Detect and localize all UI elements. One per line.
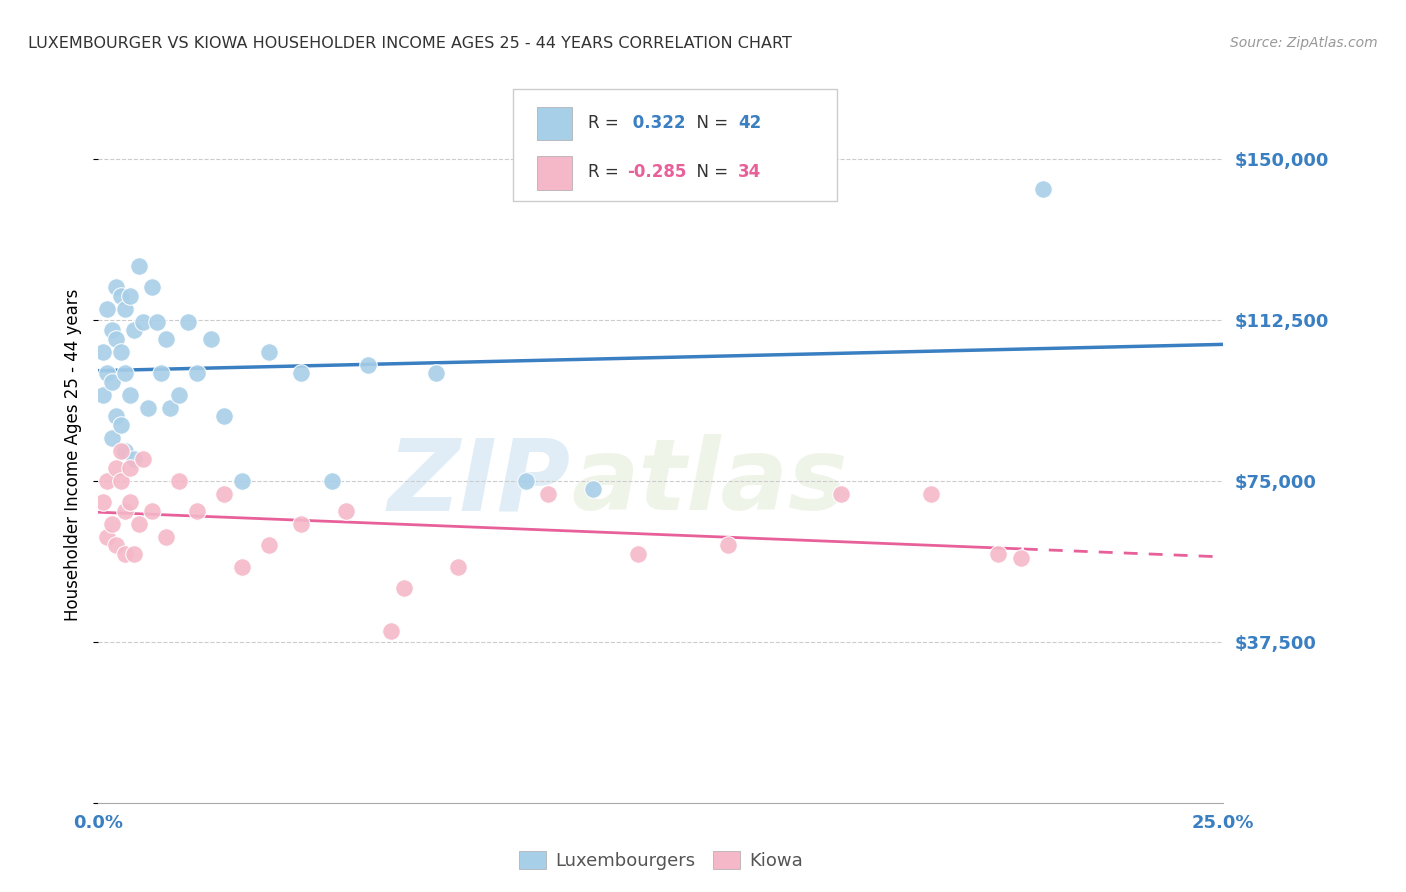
Point bbox=[110, 344, 132, 359]
Text: 42: 42 bbox=[738, 113, 762, 132]
Point bbox=[394, 581, 416, 595]
Point bbox=[920, 486, 942, 500]
Point bbox=[259, 538, 281, 552]
Point bbox=[141, 504, 163, 518]
Point bbox=[357, 358, 380, 372]
Point bbox=[537, 486, 560, 500]
Point bbox=[105, 332, 128, 346]
Point bbox=[124, 547, 146, 561]
Point bbox=[132, 452, 155, 467]
Point bbox=[290, 516, 312, 531]
Text: 0.322: 0.322 bbox=[627, 113, 686, 132]
Point bbox=[118, 289, 141, 303]
Point bbox=[141, 280, 163, 294]
Point bbox=[987, 547, 1010, 561]
Point bbox=[105, 280, 128, 294]
Point bbox=[110, 289, 132, 303]
Point bbox=[136, 401, 159, 415]
Point bbox=[1010, 551, 1032, 566]
Point bbox=[105, 538, 128, 552]
Point bbox=[186, 367, 208, 381]
Point bbox=[159, 401, 181, 415]
Point bbox=[118, 495, 141, 509]
Point bbox=[114, 443, 136, 458]
Point bbox=[177, 315, 200, 329]
Point bbox=[335, 504, 357, 518]
Point bbox=[91, 388, 114, 402]
Text: R =: R = bbox=[588, 163, 624, 181]
Point bbox=[515, 474, 537, 488]
Point bbox=[91, 344, 114, 359]
Point bbox=[118, 388, 141, 402]
Point bbox=[110, 474, 132, 488]
Point bbox=[380, 624, 402, 638]
Point bbox=[96, 301, 118, 316]
Point bbox=[128, 516, 150, 531]
Point bbox=[290, 367, 312, 381]
Text: N =: N = bbox=[686, 113, 734, 132]
Point bbox=[114, 547, 136, 561]
Text: R =: R = bbox=[588, 113, 624, 132]
Point bbox=[101, 431, 124, 445]
Text: N =: N = bbox=[686, 163, 734, 181]
Y-axis label: Householder Income Ages 25 - 44 years: Householder Income Ages 25 - 44 years bbox=[65, 289, 83, 621]
Point bbox=[186, 504, 208, 518]
Point bbox=[96, 529, 118, 543]
Text: atlas: atlas bbox=[571, 434, 848, 532]
Point bbox=[105, 460, 128, 475]
Point bbox=[425, 367, 447, 381]
Point bbox=[91, 495, 114, 509]
Point bbox=[132, 315, 155, 329]
Text: ZIP: ZIP bbox=[388, 434, 571, 532]
Point bbox=[110, 417, 132, 432]
Point bbox=[1032, 181, 1054, 195]
Text: LUXEMBOURGER VS KIOWA HOUSEHOLDER INCOME AGES 25 - 44 YEARS CORRELATION CHART: LUXEMBOURGER VS KIOWA HOUSEHOLDER INCOME… bbox=[28, 36, 792, 51]
Point bbox=[155, 332, 177, 346]
Point bbox=[124, 452, 146, 467]
Point bbox=[717, 538, 740, 552]
Point bbox=[114, 367, 136, 381]
Point bbox=[231, 474, 253, 488]
Point bbox=[101, 516, 124, 531]
Point bbox=[214, 486, 236, 500]
Point bbox=[830, 486, 852, 500]
Text: 34: 34 bbox=[738, 163, 762, 181]
Point bbox=[96, 474, 118, 488]
Point bbox=[105, 409, 128, 424]
Point bbox=[114, 504, 136, 518]
Point bbox=[110, 443, 132, 458]
Point bbox=[200, 332, 222, 346]
Point bbox=[96, 367, 118, 381]
Text: Source: ZipAtlas.com: Source: ZipAtlas.com bbox=[1230, 36, 1378, 50]
Point bbox=[155, 529, 177, 543]
Point bbox=[231, 559, 253, 574]
Point bbox=[627, 547, 650, 561]
Point bbox=[169, 474, 191, 488]
Point bbox=[124, 323, 146, 337]
Point bbox=[150, 367, 173, 381]
Point bbox=[101, 323, 124, 337]
Point bbox=[321, 474, 343, 488]
Point bbox=[118, 460, 141, 475]
Text: -0.285: -0.285 bbox=[627, 163, 686, 181]
Point bbox=[146, 315, 169, 329]
Point bbox=[582, 483, 605, 497]
Point bbox=[128, 259, 150, 273]
Point bbox=[101, 375, 124, 389]
Point bbox=[447, 559, 470, 574]
Legend: Luxembourgers, Kiowa: Luxembourgers, Kiowa bbox=[512, 844, 810, 877]
Point bbox=[114, 301, 136, 316]
Point bbox=[214, 409, 236, 424]
Point bbox=[169, 388, 191, 402]
Point bbox=[259, 344, 281, 359]
